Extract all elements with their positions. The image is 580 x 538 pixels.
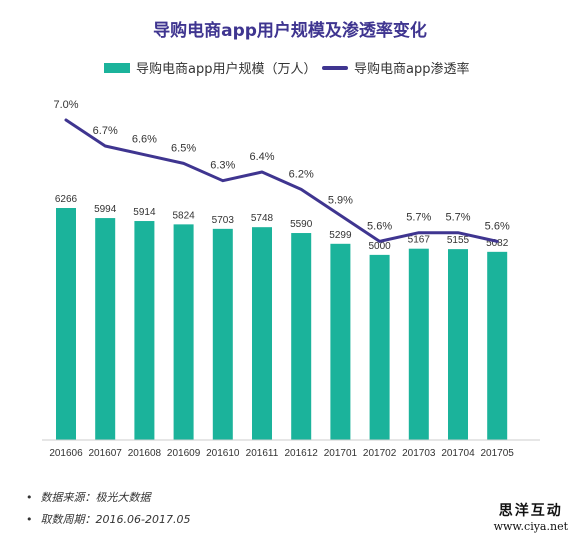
legend-item-penetration: 导购电商app渗透率 <box>322 58 469 77</box>
bar-value-label: 5824 <box>172 210 195 221</box>
x-tick-label: 201702 <box>363 448 397 459</box>
bar-value-label: 5155 <box>447 235 470 246</box>
line-value-label: 5.9% <box>328 194 353 206</box>
line-value-label: 6.2% <box>289 168 314 180</box>
bar <box>252 227 272 440</box>
line-value-label: 6.6% <box>132 134 157 146</box>
line-value-label: 5.6% <box>485 220 510 232</box>
bar-value-label: 5000 <box>368 241 391 252</box>
bar <box>448 249 468 440</box>
chart-title: 导购电商app用户规模及渗透率变化 <box>153 21 427 41</box>
bar-value-label: 6266 <box>55 194 78 205</box>
x-tick-label: 201610 <box>206 448 240 459</box>
bar <box>173 224 194 440</box>
line-value-label: 5.7% <box>445 212 470 224</box>
line-value-label: 5.6% <box>367 220 392 232</box>
x-tick-label: 201608 <box>128 448 162 459</box>
bar <box>330 243 351 440</box>
legend-swatch-bar <box>104 62 130 73</box>
bar-value-label: 5167 <box>408 235 431 246</box>
note-period: • 取数周期：2016.06-2017.05 <box>26 509 190 531</box>
bar <box>487 251 508 440</box>
watermark-name: 思洋互动 <box>498 503 563 519</box>
bar <box>212 228 233 440</box>
bar <box>408 248 429 440</box>
x-tick-label: 201703 <box>402 448 436 459</box>
legend-label-users: 导购电商app用户规模（万人） <box>136 62 317 77</box>
bar <box>291 233 312 440</box>
notes: • 数据来源：极光大数据 • 取数周期：2016.06-2017.05 <box>26 487 190 531</box>
legend-item-users: 导购电商app用户规模（万人） <box>104 58 316 77</box>
bar <box>95 218 116 440</box>
penetration-line <box>64 118 499 243</box>
line-value-label: 6.7% <box>93 125 118 137</box>
note-period-text: 取数周期：2016.06-2017.05 <box>40 513 191 526</box>
site-watermark: 思洋互动 www.ciya.net <box>494 500 568 533</box>
x-tick-label: 201705 <box>481 448 515 459</box>
note-source: • 数据来源：极光大数据 <box>26 487 190 509</box>
line-value-label: 6.4% <box>249 151 274 163</box>
x-tick-label: 201606 <box>49 448 83 459</box>
bar-value-label: 5748 <box>251 213 274 224</box>
legend: 导购电商app用户规模（万人） 导购电商app渗透率 <box>0 58 580 78</box>
note-source-text: 数据来源：极光大数据 <box>40 491 151 504</box>
bar <box>134 221 155 440</box>
bar-value-label: 5082 <box>486 238 509 249</box>
bar-value-label: 5703 <box>212 215 235 226</box>
x-tick-label: 201701 <box>324 448 358 459</box>
line-value-label: 7.0% <box>53 99 78 111</box>
line-value-label: 6.5% <box>171 142 196 154</box>
line-value-label: 6.3% <box>210 160 235 172</box>
x-tick-label: 201704 <box>441 448 475 459</box>
x-tick-label: 201612 <box>285 448 319 459</box>
watermark-url: www.ciya.net <box>493 520 568 533</box>
bar-value-label: 5590 <box>290 219 313 230</box>
x-tick-label: 201611 <box>246 448 279 459</box>
legend-swatch-line <box>322 65 348 70</box>
chart-plot: 6266 201606 5994 201607 5914 201608 5824 201609… <box>42 99 540 459</box>
line-value-label: 5.7% <box>406 212 431 224</box>
bar-value-label: 5914 <box>133 207 156 218</box>
x-tick-label: 201609 <box>167 448 201 459</box>
x-tick-label: 201607 <box>89 448 123 459</box>
bar-value-label: 5299 <box>329 230 352 241</box>
bar <box>56 208 76 440</box>
legend-label-penetration: 导购电商app渗透率 <box>354 62 470 77</box>
bar <box>369 254 390 440</box>
bar-value-label: 5994 <box>94 204 117 215</box>
